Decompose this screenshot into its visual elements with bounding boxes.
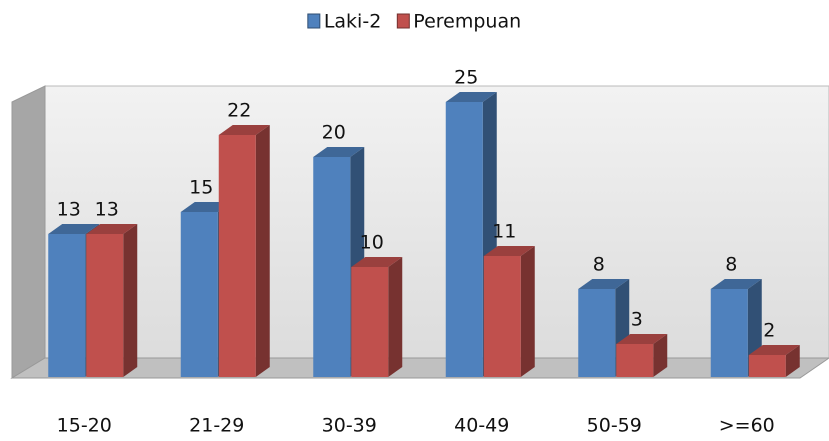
bar-top — [578, 279, 630, 289]
bar-side — [388, 257, 403, 377]
bar-side — [255, 125, 270, 377]
bar-side — [785, 345, 800, 377]
side-wall — [11, 85, 46, 379]
bar — [483, 256, 521, 377]
x-tick-label: 40-49 — [454, 415, 509, 437]
bar — [48, 234, 86, 377]
bar-top — [483, 246, 535, 256]
value-label: 20 — [322, 122, 346, 144]
value-label: 10 — [360, 232, 384, 254]
value-label: 3 — [631, 309, 643, 331]
legend-swatch — [396, 13, 410, 29]
x-tick-label: >=60 — [719, 415, 775, 437]
value-label: 25 — [454, 67, 478, 89]
bar-top — [313, 147, 365, 157]
x-tick-label: 15-20 — [57, 415, 112, 437]
value-label: 13 — [57, 199, 81, 221]
legend-swatch — [307, 13, 321, 29]
bar-top — [218, 125, 270, 135]
bar — [445, 102, 483, 377]
bar — [748, 355, 786, 377]
bar-top — [86, 224, 138, 234]
legend: Laki-2 Perempuan — [307, 11, 521, 33]
bar — [351, 267, 389, 377]
x-tick-label: 21-29 — [189, 415, 244, 437]
value-label: 11 — [492, 221, 516, 243]
bar-top — [48, 224, 100, 234]
x-tick-label: 50-59 — [587, 415, 642, 437]
bar — [86, 234, 124, 377]
bar-side — [123, 224, 138, 377]
value-label: 8 — [725, 254, 737, 276]
bar-top — [445, 92, 497, 102]
bar — [616, 344, 654, 377]
value-label: 15 — [189, 177, 213, 199]
value-label: 2 — [763, 320, 775, 342]
value-label: 8 — [593, 254, 605, 276]
bar-top — [351, 257, 403, 267]
bar — [578, 289, 616, 377]
legend-label: Laki-2 — [324, 11, 381, 33]
bar — [180, 212, 218, 377]
bar-top — [748, 345, 800, 355]
x-tick-label: 30-39 — [322, 415, 377, 437]
bar-top — [710, 279, 762, 289]
bar-side — [653, 334, 668, 377]
value-label: 22 — [227, 100, 251, 122]
bar — [710, 289, 748, 377]
bar-side — [520, 246, 535, 377]
bar — [218, 135, 256, 377]
bar — [313, 157, 351, 377]
legend-label: Perempuan — [413, 11, 521, 33]
bar-top — [616, 334, 668, 344]
value-label: 13 — [95, 199, 119, 221]
